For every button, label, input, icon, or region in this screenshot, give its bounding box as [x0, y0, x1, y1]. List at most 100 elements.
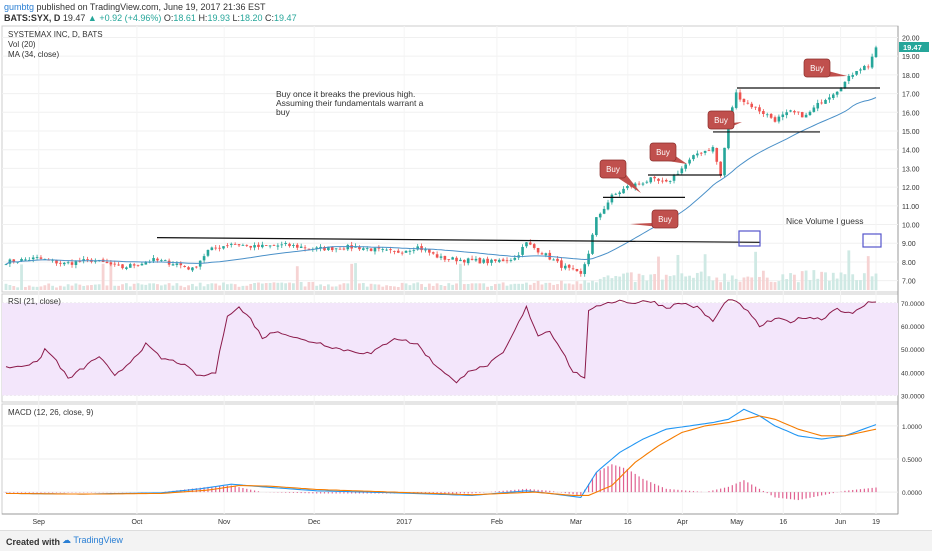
- publisher-line: gumbtg published on TradingView.com, Jun…: [4, 2, 297, 13]
- drawings[interactable]: Buy Buy Buy Buy Buy: [156, 58, 882, 248]
- volume-bar: [117, 285, 121, 290]
- candle-body: [82, 259, 85, 261]
- volume-bar: [159, 285, 163, 290]
- time-tick-label: May: [730, 519, 744, 526]
- volume-bar: [284, 283, 288, 290]
- volume-bar: [594, 282, 598, 290]
- volume-bar: [260, 283, 264, 290]
- price-pane: [1, 25, 899, 293]
- volume-bar: [548, 282, 552, 290]
- candle-body: [699, 152, 703, 154]
- candle-body: [439, 256, 443, 258]
- candle-body: [470, 258, 474, 260]
- volume-bar: [742, 277, 746, 290]
- candle-body: [346, 245, 350, 250]
- candle-body: [688, 159, 691, 164]
- candle-body: [808, 111, 812, 116]
- volume-bar: [70, 285, 74, 290]
- volume-bar: [727, 281, 730, 290]
- ma-line: [5, 97, 877, 265]
- volume-bar: [311, 281, 315, 290]
- candle-body: [94, 260, 97, 262]
- candle-body: [571, 268, 575, 270]
- volume-bar: [602, 277, 606, 290]
- candle-body: [544, 253, 548, 256]
- candle-body: [653, 176, 656, 179]
- volume-bar: [27, 285, 31, 290]
- candle-body: [373, 247, 377, 252]
- rsi-line: [5, 299, 877, 384]
- volume-bar: [167, 283, 171, 290]
- last-price: 19.47: [62, 13, 86, 23]
- open-label: O:: [163, 13, 174, 23]
- candle-body: [618, 192, 621, 195]
- volume-bar: [225, 284, 229, 290]
- volume-bars: [4, 250, 878, 290]
- volume-bar: [824, 272, 827, 290]
- candle-body: [707, 150, 711, 152]
- volume-bar: [528, 284, 532, 290]
- volume-bar: [156, 284, 159, 290]
- rsi-label: RSI (21, close): [8, 297, 61, 306]
- volume-bar: [427, 283, 431, 290]
- high-value: 19.93: [207, 13, 230, 23]
- tradingview-logo[interactable]: ☁ TradingView: [62, 535, 123, 545]
- volume-bar: [443, 285, 447, 290]
- volume-bar: [288, 282, 291, 290]
- publisher-username[interactable]: gumbtg: [4, 2, 35, 12]
- price-axis: [898, 26, 930, 514]
- volume-bar: [711, 280, 715, 290]
- candle-body: [486, 258, 489, 264]
- candle-body: [466, 258, 470, 264]
- volume-bar: [295, 266, 299, 290]
- volume-bar: [249, 283, 253, 290]
- candle-body: [762, 111, 765, 115]
- candle-body: [626, 186, 629, 189]
- candle-body: [575, 269, 579, 272]
- candle-body: [734, 92, 738, 108]
- volume-bar: [198, 282, 202, 290]
- volume-bar: [571, 284, 575, 290]
- volume-highlight-box: [862, 233, 882, 248]
- candle-body: [668, 181, 672, 182]
- time-tick-label: Dec: [308, 519, 321, 526]
- volume-bar: [874, 273, 878, 290]
- volume-bar: [303, 286, 307, 290]
- candle-body: [385, 249, 388, 251]
- candle-body: [144, 262, 148, 265]
- candle-body: [789, 110, 792, 112]
- candle-body: [459, 259, 462, 262]
- price-tick-label: 11.00: [902, 204, 919, 211]
- close-label: C:: [265, 13, 275, 23]
- volume-bar: [373, 284, 377, 290]
- candle-body: [567, 264, 571, 268]
- volume-bar: [194, 286, 198, 290]
- candle-body: [59, 262, 62, 264]
- candle-body: [377, 247, 381, 249]
- volume-bar: [144, 284, 148, 290]
- candle-body: [435, 254, 439, 258]
- candle-body: [738, 92, 742, 100]
- volume-bar: [505, 285, 509, 290]
- candle-body: [187, 267, 190, 270]
- volume-bar: [855, 280, 858, 290]
- volume-bar: [692, 277, 695, 290]
- volume-bar: [591, 280, 594, 290]
- low-label: L:: [232, 13, 240, 23]
- volume-bar: [51, 285, 55, 290]
- volume-bar: [377, 284, 381, 290]
- volume-bar: [389, 286, 392, 290]
- volume-bar: [90, 285, 93, 290]
- time-tick-label: Mar: [570, 519, 583, 526]
- volume-bar: [493, 284, 497, 290]
- volume-bar: [105, 285, 109, 290]
- candle-body: [478, 257, 482, 264]
- volume-bar: [501, 282, 505, 290]
- candle-body: [381, 249, 385, 250]
- volume-bar: [272, 282, 276, 290]
- price-tick-label: 19.00: [902, 54, 920, 61]
- candle-body: [839, 88, 843, 92]
- chart-header: gumbtg published on TradingView.com, Jun…: [4, 2, 297, 24]
- macd-group: [5, 408, 877, 501]
- chart-canvas[interactable]: Buy Buy Buy Buy Buy 20.00 19.00 18.00 17.00 16.0…: [0, 0, 932, 530]
